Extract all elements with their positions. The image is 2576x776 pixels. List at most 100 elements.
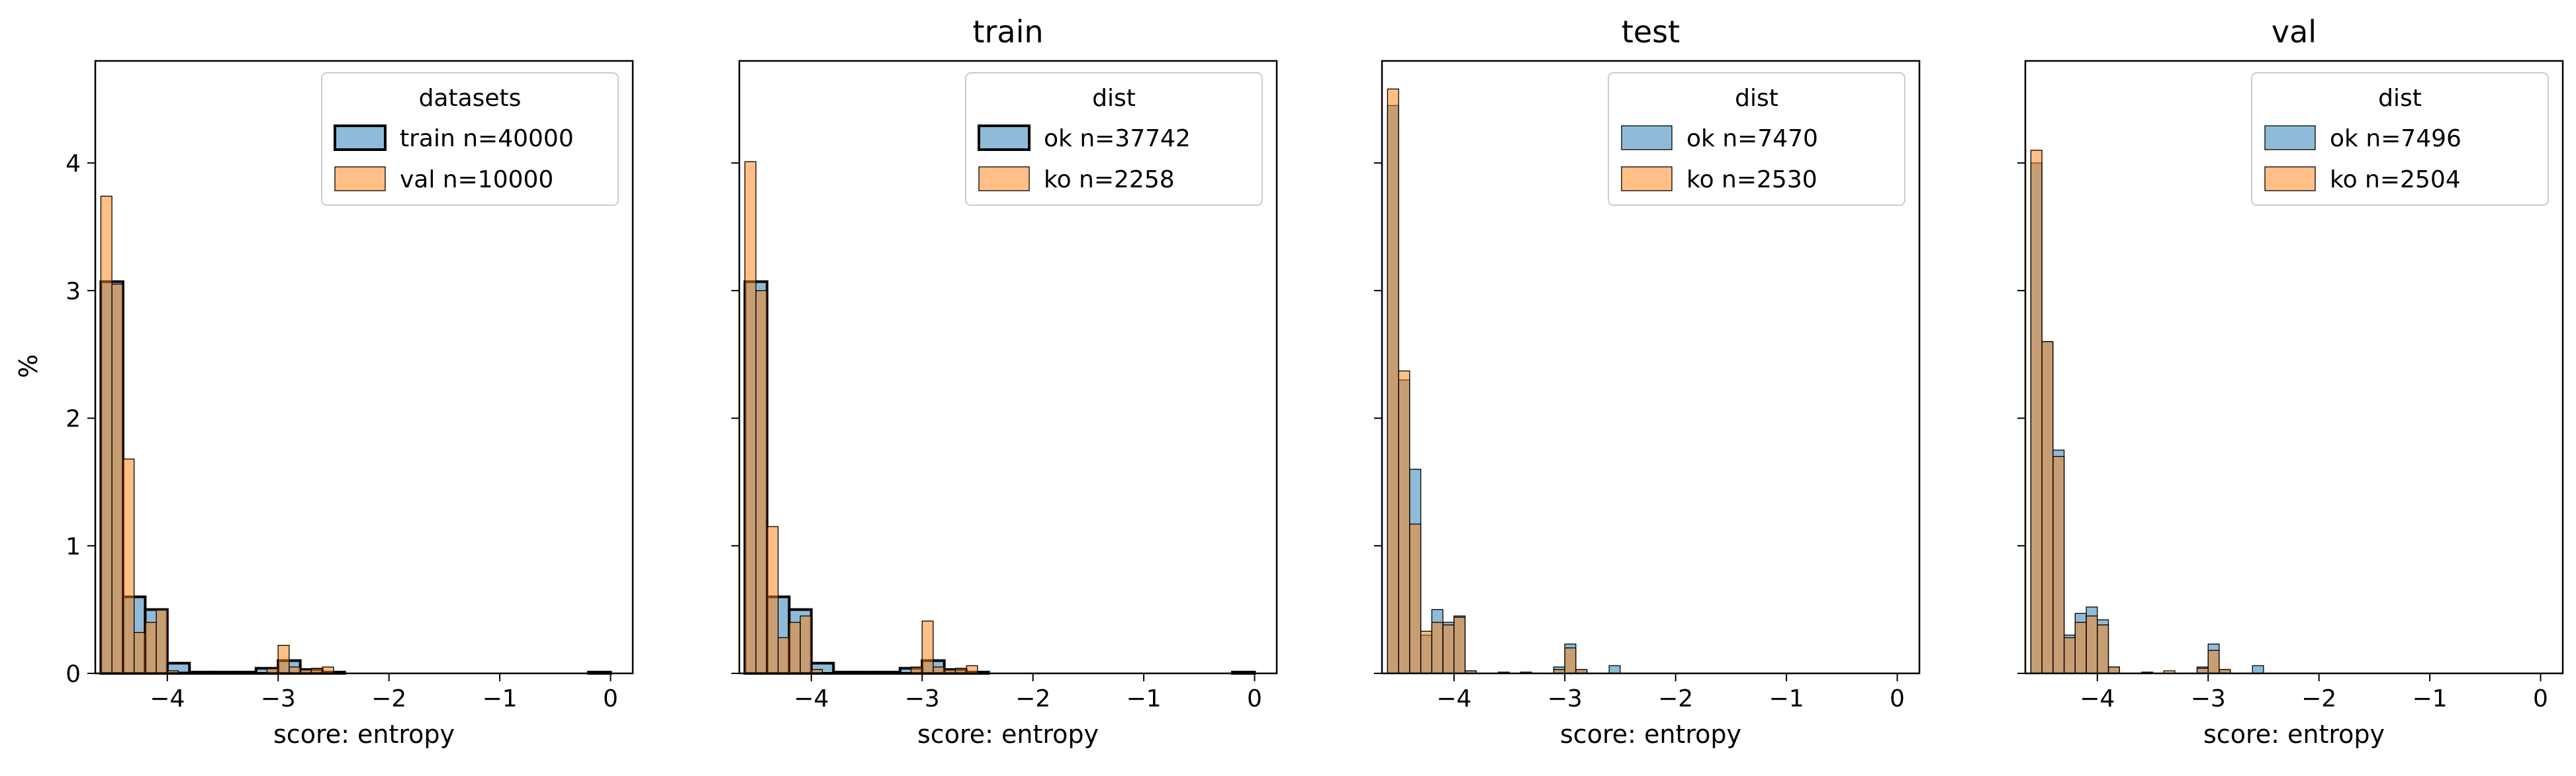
x-tick-label: −3 — [1547, 685, 1583, 712]
histogram-bar — [788, 622, 801, 674]
series-orange — [2030, 150, 2231, 674]
chart-panel-1: −4 −3 −2 −1 0 0 1 2 3 4 score: entropy datasets trai… — [66, 60, 634, 749]
chart-panel-2: −4 −3 −2 −1 0 score: entropy train dist ok n=377… — [731, 14, 1278, 749]
histogram-bar — [2107, 666, 2120, 674]
histogram-bar — [744, 161, 757, 674]
histogram-bar — [2252, 665, 2264, 674]
legend: dist ok n=7470 ko n=2530 — [1608, 72, 1906, 206]
legend: datasets train n=40000 val n=10000 — [321, 72, 619, 206]
series-orange — [1387, 88, 1588, 674]
histogram-bar — [2063, 637, 2076, 674]
x-tick-label: −4 — [150, 685, 185, 712]
histogram-bar — [966, 665, 978, 674]
series-orange — [744, 161, 978, 674]
histogram-bar — [322, 666, 334, 674]
chart-panel-4: −4 −3 −2 −1 0 score: entropy val dist ok n=7496 k… — [2017, 14, 2564, 749]
legend-entry-label: ko n=2530 — [1686, 166, 1817, 193]
histogram-bar — [1409, 523, 1422, 674]
x-tick-label: −3 — [261, 685, 296, 712]
x-tick-label: −4 — [794, 685, 829, 712]
histogram-bar — [2030, 150, 2043, 674]
y-tick-label: 0 — [66, 661, 81, 688]
x-tick-label: 0 — [603, 685, 618, 712]
histogram-bar — [1431, 622, 1444, 674]
legend-entry-label: val n=10000 — [400, 166, 553, 193]
legend-swatch — [1621, 125, 1673, 150]
histogram-bar — [766, 526, 779, 674]
histogram-bar — [800, 615, 812, 674]
axes-frame — [2024, 60, 2564, 675]
legend-title: datasets — [419, 85, 522, 112]
histogram-bar — [2086, 615, 2098, 674]
legend: dist ok n=7496 ko n=2504 — [2251, 72, 2549, 206]
axes-frame — [738, 60, 1278, 675]
y-tick-label: 1 — [66, 533, 81, 560]
legend-swatch — [2264, 125, 2316, 150]
series-orange — [100, 195, 334, 674]
histogram-bar — [2041, 341, 2054, 674]
legend-entry-label: ok n=37742 — [1044, 125, 1191, 152]
histogram-bar — [122, 458, 135, 674]
x-axis-label: score: entropy — [2203, 720, 2385, 749]
legend-entry-label: ko n=2258 — [1044, 166, 1175, 193]
y-tick-label: 2 — [66, 406, 81, 433]
x-tick-label: −3 — [905, 685, 940, 712]
histogram-bar — [277, 644, 290, 674]
x-tick-label: 0 — [1890, 685, 1905, 712]
x-axis-label: score: entropy — [917, 720, 1099, 749]
y-axis-label: % — [14, 354, 43, 378]
histogram-bar — [289, 666, 301, 674]
legend-box — [1608, 72, 1906, 206]
histogram-bar — [910, 666, 923, 674]
histogram-bar — [1608, 665, 1621, 674]
x-tick-label: 0 — [2533, 685, 2548, 712]
x-axis-label: score: entropy — [1560, 720, 1741, 749]
legend-title: dist — [1092, 85, 1136, 112]
x-tick-label: −2 — [1658, 685, 1693, 712]
histogram-bar — [2097, 624, 2109, 674]
legend-swatch — [978, 124, 1031, 151]
legend-entry-label: train n=40000 — [400, 125, 574, 152]
x-axis-label: score: entropy — [273, 720, 455, 749]
y-tick-label: 4 — [66, 150, 81, 177]
chart-panel-3: −4 −3 −2 −1 0 score: entropy test dist ok n=7470… — [1374, 14, 1921, 749]
histogram-bar — [1398, 370, 1410, 674]
histogram-bar — [1453, 616, 1466, 674]
histogram-bar — [1387, 88, 1399, 674]
legend-swatch — [334, 166, 386, 191]
axes-frame — [1381, 60, 1921, 675]
panel-title: test — [1622, 14, 1680, 50]
legend-entry-label: ok n=7496 — [2330, 125, 2461, 152]
legend-entry-label: ko n=2504 — [2330, 166, 2461, 193]
histogram-bar — [111, 283, 124, 674]
legend-swatch — [2264, 166, 2316, 191]
legend-title: dist — [1735, 85, 1778, 112]
histogram-bar — [2207, 650, 2220, 674]
legend-box — [965, 72, 1263, 206]
x-tick-label: −4 — [1436, 685, 1471, 712]
legend-swatch — [334, 124, 387, 151]
legend: dist ok n=37742 ko n=2258 — [965, 72, 1263, 206]
x-tick-label: −4 — [2080, 685, 2115, 712]
legend-title: dist — [2378, 85, 2422, 112]
histogram-bar — [144, 622, 157, 674]
histogram-bar — [1442, 624, 1455, 674]
legend-box — [321, 72, 619, 206]
histogram-bar — [933, 666, 945, 674]
histogram-bar — [921, 620, 934, 674]
panel-title: val — [2272, 14, 2317, 50]
x-tick-label: 0 — [1247, 685, 1262, 712]
histogram-bar — [2052, 456, 2065, 674]
histogram-bar — [1564, 647, 1577, 674]
x-tick-label: −3 — [2191, 685, 2226, 712]
histogram-bar — [777, 637, 790, 674]
y-tick-label: 3 — [66, 278, 81, 305]
legend-box — [2251, 72, 2549, 206]
axes-frame — [94, 60, 634, 675]
x-tick-label: −2 — [371, 685, 406, 712]
x-tick-label: −2 — [2301, 685, 2336, 712]
x-tick-label: −1 — [1127, 685, 1162, 712]
legend-swatch — [978, 166, 1030, 191]
legend-entry-label: ok n=7470 — [1686, 125, 1818, 152]
